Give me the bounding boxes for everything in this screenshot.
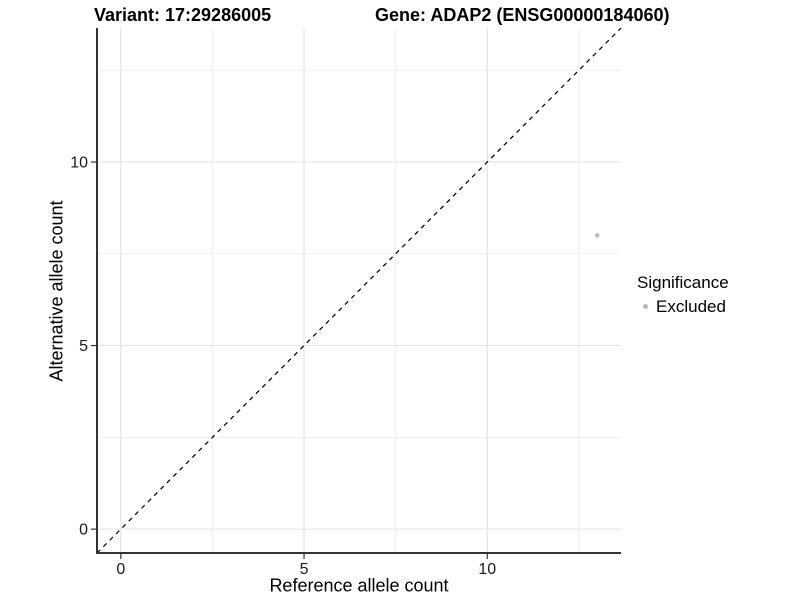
x-tick-label: 5: [300, 561, 309, 578]
legend-item-excluded: Excluded: [637, 297, 729, 316]
identity-line: [96, 27, 622, 554]
legend-key: [637, 297, 654, 316]
y-tick-label: 5: [79, 338, 88, 355]
y-axis-title: Alternative allele count: [46, 200, 67, 382]
data-point: [594, 233, 600, 238]
y-tick-label: 0: [79, 522, 88, 539]
legend-title: Significance: [637, 273, 729, 292]
y-tick-label: 10: [70, 155, 88, 172]
legend: Significance Excluded: [637, 273, 729, 316]
legend-dot-icon: [643, 304, 648, 309]
x-tick-label: 0: [116, 561, 125, 578]
gene-title: Gene: ADAP2 (ENSG00000184060): [375, 5, 670, 25]
x-axis-title: Reference allele count: [269, 575, 449, 596]
variant-title: Variant: 17:29286005: [94, 5, 272, 25]
legend-item-label: Excluded: [656, 297, 726, 316]
x-tick-label: 10: [478, 561, 496, 578]
